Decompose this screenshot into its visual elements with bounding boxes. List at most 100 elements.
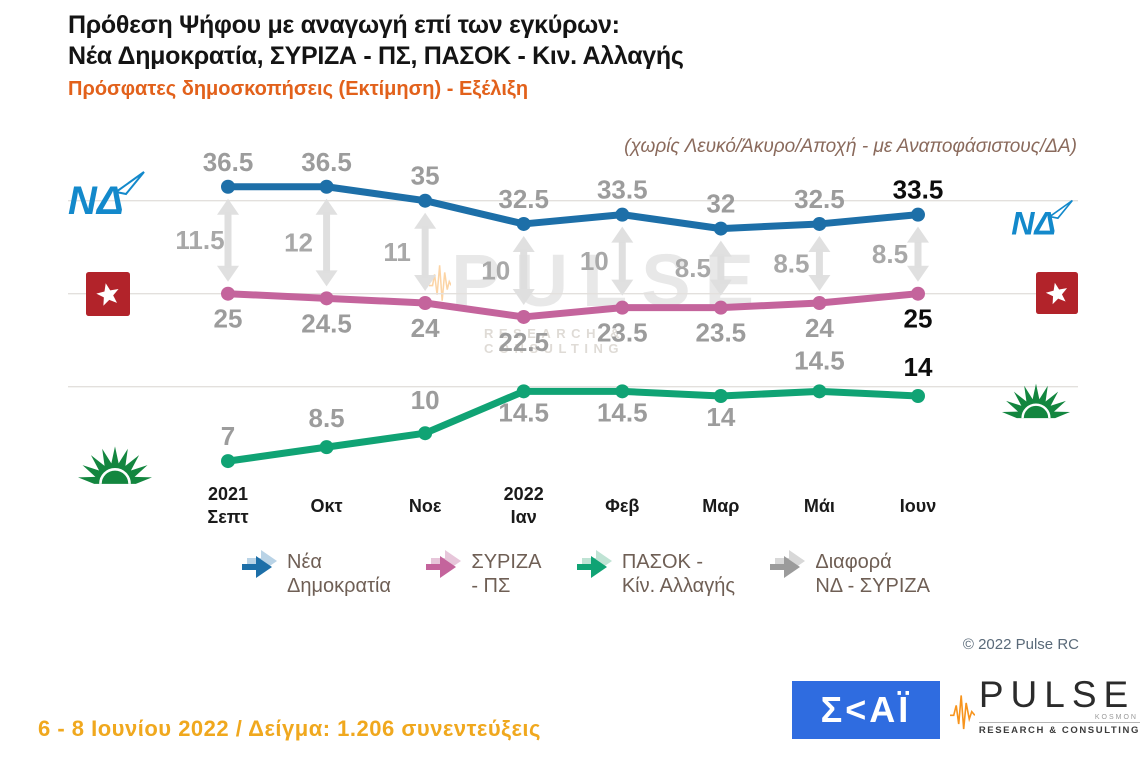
value-label-0: 32.5 [498,184,549,214]
series-line-1 [227,290,919,321]
series-line-2 [227,387,919,465]
value-label-1: 24 [411,313,440,343]
value-label-2: 14.5 [597,397,648,427]
series-point-2 [713,389,728,403]
value-label-0: 32.5 [794,184,845,214]
series-point-0 [221,179,235,194]
legend-item-nd: Νέα Δημοκρατία [240,550,391,598]
value-label-1: 24 [805,313,834,343]
value-label-2: 7 [221,421,235,451]
series-point-2 [319,440,334,455]
title-line2: Νέα Δημοκρατία, ΣΥΡΙΖΑ - ΠΣ, ΠΑΣΟΚ - Κιν… [68,42,684,70]
diff-arrow-head-up [512,235,535,252]
diff-value-label: 11 [383,237,411,267]
value-label-2: 14 [706,402,735,432]
value-label-2: 8.5 [308,403,344,433]
legend-label-syriza-line2: - ΠΣ [471,575,511,597]
series-point-1 [615,300,630,315]
diff-arrow-head-up [414,212,437,229]
value-label-1: 22.5 [498,327,549,357]
diff-value-label: 8.5 [872,239,908,269]
legend-label-pasok-line1: ΠΑΣΟΚ - [621,551,704,573]
methodology-note: (χωρίς Λευκό/Άκυρο/Αποχή - με Αναποφάσισ… [624,136,1077,157]
value-label-2: 14 [904,352,933,382]
sample-info: 6 - 8 Ιουνίου 2022 / Δείγμα: 1.206 συνεν… [38,716,541,741]
value-label-1: 25 [904,304,933,334]
pulse-logo-text: PULSE [978,674,1136,715]
nd-logo-left: ΝΔ [68,171,145,220]
pulse-kosmon-text: KOSMON [1094,714,1138,721]
series-point-0 [615,207,630,222]
series-point-0 [418,193,433,208]
legend-label-diff-line2: ΝΔ - ΣΥΡΙΖΑ [815,575,930,597]
series-point-2 [221,454,235,469]
x-axis-label: Νοε [409,496,442,516]
series-point-1 [221,286,235,301]
series-point-0 [812,216,827,231]
series-point-2 [418,426,433,441]
series-point-0 [319,179,334,194]
diff-arrow-head-up [611,226,634,243]
pulse-logo: PULSE KOSMON RESEARCH & CONSULTING [950,676,1140,744]
diff-value-label: 11.5 [175,225,224,255]
value-label-1: 25 [214,304,243,334]
series-point-1 [418,296,433,310]
diff-arrow-head-up [709,240,732,257]
copyright: © 2022 Pulse RC [962,636,1079,653]
series-point-0 [516,216,531,231]
diff-arrow-head-up [808,235,831,252]
x-axis-label: Μαρ [702,496,739,516]
series-point-2 [615,384,630,399]
syriza-legend-marker-icon [426,550,462,578]
diff-legend-marker-icon [770,550,806,578]
x-axis-label: Οκτ [311,496,343,516]
subtitle: Πρόσφατες δημοσκοπήσεις (Εκτίμηση) - Εξέ… [68,78,529,100]
value-label-2: 14.5 [498,397,549,427]
legend-label-nd-line1: Νέα [287,551,322,573]
x-axis-label: Ιαν [511,507,537,527]
value-label-1: 23.5 [597,318,648,348]
diff-value-label: 12 [284,228,313,258]
page-title: Πρόθεση Ψήφου με αναγωγή επί των εγκύρων… [68,10,684,72]
series-point-0 [910,207,925,222]
series-line-0 [228,183,919,233]
value-label-0: 32 [706,189,735,219]
value-label-1: 24.5 [301,308,352,338]
series-point-2 [910,389,925,403]
diff-arrow-head-down [906,265,929,282]
pulse-tagline: RESEARCH & CONSULTING [978,722,1140,736]
svg-text:ΝΔ: ΝΔ [68,179,124,220]
x-axis-label: 2021 [208,484,248,504]
diff-value-label: 10 [481,255,510,285]
legend-item-pasok: ΠΑΣΟΚ - Κίν. Αλλαγής [575,550,735,598]
value-label-0: 36.5 [203,147,254,177]
diff-arrow-head-up [315,198,338,215]
diff-value-label: 10 [580,246,609,276]
value-label-2: 14.5 [794,345,845,375]
x-axis-label: Σεπτ [207,507,248,527]
title-line1: Πρόθεση Ψήφου με αναγωγή επί των εγκύρων… [68,11,620,39]
legend-item-syriza: ΣΥΡΙΖΑ - ΠΣ [424,550,541,598]
pasok-logo-left [78,446,152,485]
x-axis-label: 2022 [504,484,544,504]
diff-arrow-head-down [611,279,634,296]
series-point-1 [812,296,827,310]
x-axis-label: Ιουν [900,496,936,516]
legend-label-pasok-line2: Κίν. Αλλαγής [621,575,735,597]
legend-label-diff-line1: Διαφορά [815,551,892,573]
syriza-logo-right [1036,272,1078,314]
nd-legend-marker-icon [242,550,277,578]
series-point-0 [713,221,728,236]
value-label-1: 23.5 [696,318,747,348]
diff-arrow-head-down [217,265,239,282]
diff-arrow-head-down [512,288,535,305]
diff-arrow-head-up [906,226,929,243]
skai-logo: Σ<ΑΪ [792,681,940,739]
value-label-0: 33.5 [893,175,944,205]
x-axis-label: Φεβ [605,496,639,516]
x-axis-label: Μάι [804,496,835,516]
series-point-2 [812,384,827,399]
svg-text:ΝΔ: ΝΔ [1011,205,1056,240]
